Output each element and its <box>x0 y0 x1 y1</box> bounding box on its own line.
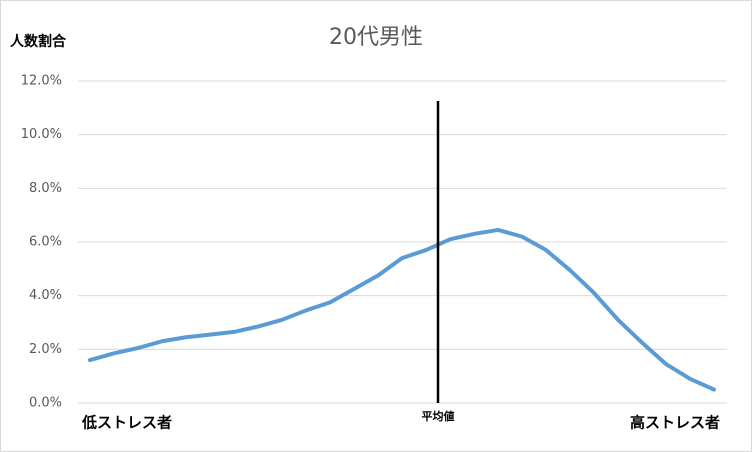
y-tick-label: 0.0% <box>29 396 62 411</box>
x-tick-label: 高ストレス者 <box>630 414 720 432</box>
y-tick-label: 12.0% <box>21 74 62 89</box>
data-line <box>88 227 716 392</box>
mean-label: 平均値 <box>422 409 455 423</box>
y-axis-label: 人数割合 <box>10 33 67 50</box>
y-tick-label: 4.0% <box>29 288 62 303</box>
y-tick-label: 8.0% <box>29 181 62 196</box>
chart-title: 20代男性 <box>329 25 423 50</box>
x-tick-label: 低ストレス者 <box>81 414 172 432</box>
y-tick-label: 2.0% <box>29 342 62 357</box>
y-tick-label: 10.0% <box>21 127 62 142</box>
y-tick-label: 6.0% <box>29 235 62 250</box>
